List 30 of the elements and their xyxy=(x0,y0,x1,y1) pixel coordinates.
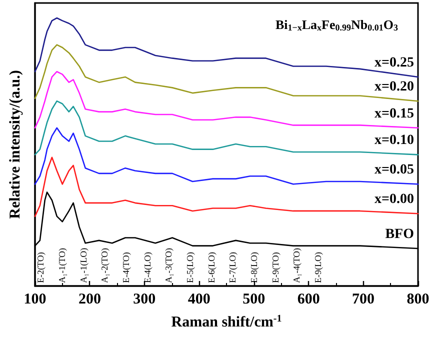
x-tick-label: 400 xyxy=(188,292,210,308)
annotation: A₁-4(TO) xyxy=(292,248,302,283)
annotation: A₁-3(TO) xyxy=(164,248,174,283)
annotation: E-2(TO) xyxy=(36,252,46,283)
series-label: x=0.20 xyxy=(374,80,414,95)
x-tick-label: 700 xyxy=(352,292,375,308)
series-label: x=0.10 xyxy=(374,133,414,148)
x-tick-label: 600 xyxy=(297,292,320,308)
x-tick-label: 300 xyxy=(133,292,156,308)
series-label: x=0.05 xyxy=(374,162,414,178)
annotation: E-9(TO) xyxy=(270,252,280,283)
x-tick-label: 800 xyxy=(406,292,430,308)
annotation: A₁-2(TO) xyxy=(100,248,110,283)
series-label: BFO xyxy=(385,226,414,242)
series-label: x=0.25 xyxy=(374,55,414,70)
y-axis-title: Relative intensity/(a.u.) xyxy=(8,70,24,219)
x-tick-label: 100 xyxy=(24,292,46,308)
series-label: x=0.15 xyxy=(374,106,414,122)
annotation: E-7(LO) xyxy=(228,252,238,283)
annotation: A₁-1(TO) xyxy=(57,248,68,283)
x-tick-label: 500 xyxy=(242,292,266,308)
annotation: A₁-1(LO) xyxy=(78,248,88,283)
annotation: E-4(LO) xyxy=(142,252,152,283)
series-label: x=0.00 xyxy=(374,192,414,208)
annotation: E-6(LO) xyxy=(206,252,216,283)
annotation: E-8(LO) xyxy=(248,252,259,283)
x-tick-label: 200 xyxy=(78,292,101,308)
annotation: E-9(LO) xyxy=(312,252,323,283)
annotation: E-5(LO) xyxy=(184,252,195,283)
annotation: E-4(TO) xyxy=(120,252,131,283)
